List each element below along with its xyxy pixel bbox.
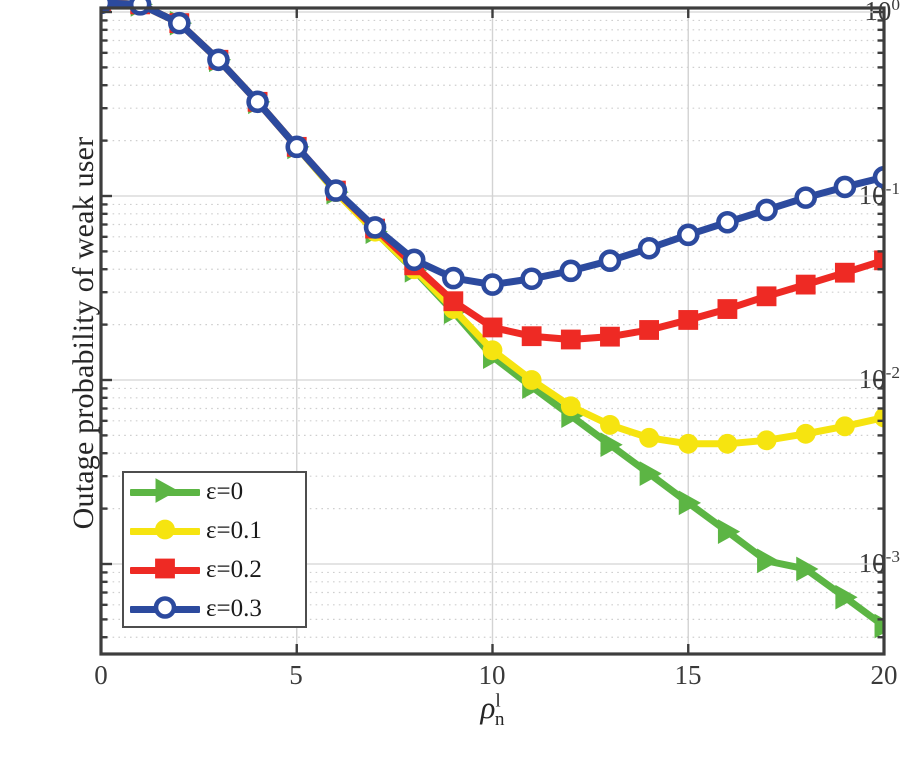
x-tick-label-0: 0 (94, 660, 108, 690)
x-axis-label: ρln (480, 690, 505, 731)
legend-item-eps-0-3[interactable]: ε=0.3 (124, 590, 305, 629)
legend-swatch-eps-0-1 (124, 512, 206, 551)
axis-frame (99, 6, 886, 656)
legend-swatch-eps-0-2 (124, 551, 206, 590)
x-tick-label-20: 20 (870, 660, 898, 690)
legend-item-eps-0-2[interactable]: ε=0.2 (124, 551, 305, 590)
legend-label-eps-0-2: ε=0.2 (206, 555, 262, 583)
legend-item-eps-0[interactable]: ε=0 (124, 473, 305, 512)
data-series-layer (101, 0, 884, 639)
legend-item-eps-0-1[interactable]: ε=0.1 (124, 512, 305, 551)
legend-label-eps-0-1: ε=0.1 (206, 516, 262, 544)
legend: ε=0 ε=0.1 ε=0.2 ε=0.3 (122, 471, 307, 628)
legend-swatch-eps-0-3 (124, 590, 206, 629)
legend-label-eps-0: ε=0 (206, 477, 244, 505)
x-tick-label-10: 10 (478, 660, 506, 690)
x-tick-label-15: 15 (674, 660, 702, 690)
legend-label-eps-0-3: ε=0.3 (206, 594, 262, 622)
x-tick-label-5: 5 (289, 660, 303, 690)
series-3 (101, 0, 884, 296)
legend-swatch-eps-0 (124, 473, 206, 512)
